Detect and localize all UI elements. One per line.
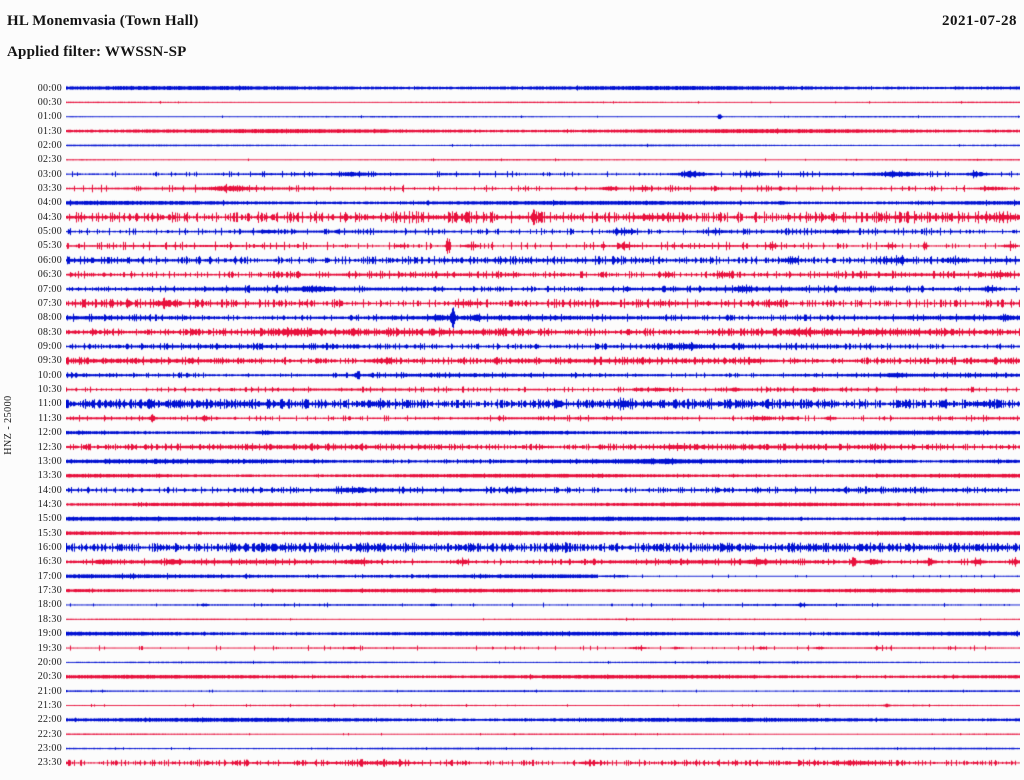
time-label: 21:30: [37, 699, 62, 711]
time-label: 23:00: [37, 743, 62, 755]
date-label: 2021-07-28: [942, 13, 1017, 29]
time-label: 07:00: [37, 283, 62, 295]
time-label: 19:00: [37, 628, 62, 640]
time-label: 20:00: [37, 656, 62, 668]
time-label: 07:30: [37, 297, 62, 309]
time-label: 18:00: [37, 599, 62, 611]
time-label: 09:00: [37, 340, 62, 352]
time-label: 12:00: [37, 427, 62, 439]
time-label: 16:30: [37, 556, 62, 568]
time-label: 17:30: [37, 585, 62, 597]
time-label: 11:30: [38, 412, 62, 424]
time-label: 04:00: [37, 197, 62, 209]
time-label: 00:00: [37, 82, 62, 94]
time-label: 06:00: [37, 254, 62, 266]
time-label: 14:00: [37, 484, 62, 496]
time-label: 08:30: [37, 326, 62, 338]
time-label: 22:30: [37, 728, 62, 740]
time-label: 21:00: [37, 685, 62, 697]
time-label: 18:30: [37, 613, 62, 625]
time-label: 01:00: [37, 111, 62, 123]
time-label: 02:00: [37, 139, 62, 151]
time-label: 15:30: [37, 527, 62, 539]
time-label: 01:30: [37, 125, 62, 137]
time-label: 02:30: [37, 154, 62, 166]
time-label: 14:30: [37, 498, 62, 510]
time-label: 06:30: [37, 269, 62, 281]
applied-filter-label: Applied filter: WWSSN-SP: [7, 44, 187, 60]
time-label: 10:00: [37, 369, 62, 381]
time-label: 09:30: [37, 355, 62, 367]
time-label: 05:30: [37, 240, 62, 252]
time-label: 12:30: [37, 441, 62, 453]
time-label: 15:00: [37, 513, 62, 525]
time-label: 04:30: [37, 211, 62, 223]
time-label: 08:00: [37, 312, 62, 324]
time-label: 22:00: [37, 714, 62, 726]
seismogram-trace-area: [66, 78, 1020, 778]
station-title: HL Monemvasia (Town Hall): [7, 13, 199, 29]
time-label: 11:00: [38, 398, 62, 410]
time-label: 20:30: [37, 671, 62, 683]
time-label: 19:30: [37, 642, 62, 654]
time-label: 10:30: [37, 384, 62, 396]
time-label: 13:30: [37, 470, 62, 482]
time-label: 13:00: [37, 455, 62, 467]
time-label: 23:30: [37, 757, 62, 769]
time-label: 05:00: [37, 226, 62, 238]
time-label: 17:00: [37, 570, 62, 582]
time-label: 00:30: [37, 96, 62, 108]
time-label: 03:30: [37, 183, 62, 195]
time-label: 16:00: [37, 542, 62, 554]
time-label: 03:00: [37, 168, 62, 180]
